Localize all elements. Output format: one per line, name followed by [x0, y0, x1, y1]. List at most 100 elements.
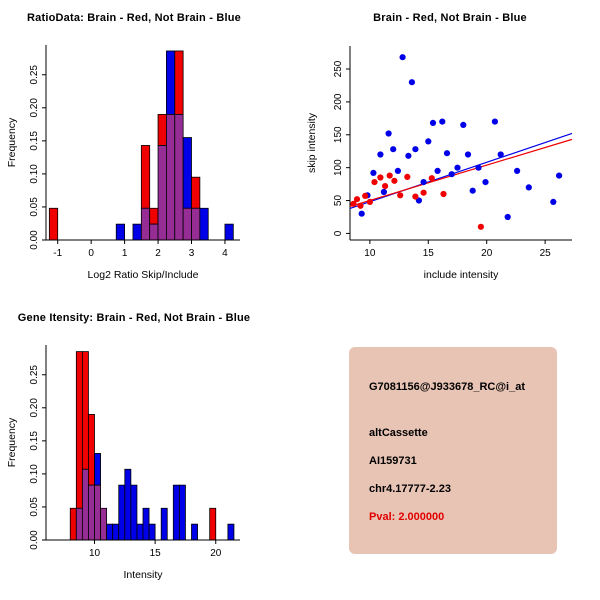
- scatter-point-brain: [440, 190, 447, 198]
- event-type-text: altCassette: [369, 427, 428, 439]
- hist-bar-brain: [48, 207, 59, 241]
- hist-bar-brain: [209, 507, 217, 541]
- scatter-point-not-brain: [556, 172, 563, 179]
- scatter-point-not-brain: [394, 167, 401, 174]
- scatter-point-not-brain: [377, 151, 384, 158]
- hist-bar-not-brain: [118, 484, 126, 541]
- x-tick-label: 20: [481, 248, 493, 259]
- regression-line-blue: [349, 132, 573, 210]
- x-axis-title: Log2 Ratio Skip/Include: [88, 269, 199, 281]
- hist-bar-not-brain: [132, 223, 142, 241]
- y-axis-title: skip intensity: [306, 112, 318, 173]
- hist-bar-overlap: [166, 114, 176, 241]
- y-tick-label: 100: [333, 159, 344, 176]
- y-tick-label: 200: [333, 93, 344, 110]
- hist-bar-not-brain: [136, 523, 144, 541]
- hist-bar-not-brain: [106, 523, 114, 541]
- x-tick-label: 15: [150, 548, 162, 559]
- scatter-point-not-brain: [464, 151, 472, 158]
- hist-bar-overlap: [182, 207, 192, 241]
- x-tick-label: 4: [222, 248, 228, 259]
- scatter-point-not-brain: [497, 151, 504, 158]
- scatter-point-brain: [397, 192, 404, 199]
- hist-bar-brain: [140, 145, 151, 209]
- y-tick-label: 0.15: [29, 131, 40, 151]
- x-axis-title: include intensity: [424, 269, 499, 281]
- scatter-point-not-brain: [448, 171, 455, 178]
- probe-id-text: G7081156@J933678_RC@i_at: [369, 381, 526, 393]
- hist-bar-brain: [191, 176, 201, 209]
- panel-ratio-histogram: RatioData: Brain - Red, Not Brain - Blue…: [0, 0, 300, 300]
- panel-intensity-scatter: Brain - Red, Not Brain - Blue 10 15 20 25 0 5…: [300, 0, 600, 300]
- scatter-point-brain: [404, 173, 411, 180]
- intensity-scatter-title: Brain - Red, Not Brain - Blue: [373, 12, 527, 24]
- y-tick-label: 0.25: [29, 65, 40, 85]
- x-tick-label: 2: [155, 248, 161, 259]
- hist-bar-not-brain: [224, 223, 234, 241]
- y-tick-label: 0.10: [29, 164, 40, 184]
- scatter-point-brain: [477, 223, 484, 230]
- ratio-histogram-chart: -1 0 1 2 3 4 0.00 0.05 0.10 0.15 0.20 0.25 Log2 Rati…: [6, 45, 240, 281]
- scatter-point-brain: [366, 198, 373, 205]
- y-tick-label: 250: [333, 60, 344, 77]
- hist-bar-overlap: [94, 484, 101, 541]
- scatter-point-not-brain: [429, 119, 437, 126]
- hist-bar-not-brain: [160, 507, 168, 541]
- y-tick-label: 150: [333, 126, 344, 143]
- x-tick-label: 1: [122, 248, 128, 259]
- y-tick-label: 0.10: [29, 464, 40, 484]
- accession-text: AI159731: [369, 455, 417, 467]
- ratio-histogram-title: RatioData: Brain - Red, Not Brain - Blue: [27, 12, 241, 24]
- scatter-point-not-brain: [491, 118, 498, 125]
- x-tick-label: 3: [189, 248, 195, 259]
- scatter-point-brain: [353, 196, 361, 203]
- scatter-point-brain: [412, 193, 419, 200]
- y-tick-label: 0.00: [29, 530, 40, 550]
- x-tick-label: 10: [89, 548, 101, 559]
- x-tick-label: -1: [53, 248, 62, 259]
- scatter-point-brain: [391, 177, 398, 184]
- scatter-point-not-brain: [434, 167, 441, 174]
- scatter-point-not-brain: [514, 167, 521, 174]
- y-tick-label: 0.00: [29, 230, 40, 250]
- hist-bar-not-brain: [191, 523, 198, 541]
- scatter-point-not-brain: [550, 198, 557, 205]
- hist-bar-brain: [174, 50, 184, 115]
- y-tick-label: 0.15: [29, 431, 40, 451]
- scatter-point-not-brain: [408, 79, 415, 86]
- gene-intensity-histogram-chart: 10 15 20 0.00 0.05 0.10 0.15 0.20 0.25 Intensity F…: [6, 345, 240, 581]
- hist-bar-overlap: [75, 507, 83, 541]
- scatter-point-brain: [382, 183, 389, 190]
- scatter-point-not-brain: [380, 188, 387, 196]
- hist-bar-overlap: [81, 468, 89, 541]
- y-tick-label: 0.05: [29, 497, 40, 517]
- hist-bar-brain: [157, 114, 167, 146]
- x-tick-label: 0: [88, 248, 94, 259]
- scatter-point-not-brain: [454, 164, 461, 171]
- hist-bar-overlap: [174, 114, 184, 241]
- scatter-point-not-brain: [504, 213, 511, 221]
- scatter-point-not-brain: [385, 130, 392, 137]
- chromosome-location-text: chr4.17777-2.23: [369, 483, 451, 495]
- scatter-point-not-brain: [469, 187, 476, 194]
- scatter-point-not-brain: [460, 121, 467, 128]
- y-tick-label: 50: [333, 195, 344, 207]
- hist-bar-not-brain: [94, 453, 101, 486]
- x-tick-label: 25: [540, 248, 552, 259]
- y-axis-title: Frequency: [6, 417, 18, 467]
- scatter-point-not-brain: [482, 179, 489, 186]
- x-tick-label: 20: [210, 548, 222, 559]
- scatter-point-not-brain: [405, 152, 412, 159]
- scatter-point-brain: [362, 192, 369, 199]
- x-axis-title: Intensity: [123, 569, 163, 581]
- hist-bar-not-brain: [130, 484, 138, 541]
- y-tick-label: 0.20: [29, 398, 40, 418]
- scatter-point-not-brain: [475, 164, 482, 171]
- hist-bar-not-brain: [142, 507, 150, 541]
- scatter-point-not-brain: [525, 184, 532, 191]
- x-tick-label: 15: [423, 248, 435, 259]
- y-tick-label: 0.20: [29, 98, 40, 118]
- hist-bar-overlap: [157, 145, 167, 241]
